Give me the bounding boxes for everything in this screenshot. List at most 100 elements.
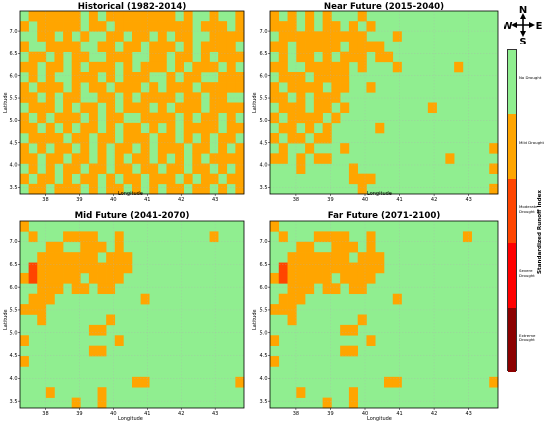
colorbar-label: Moderate Drought (519, 204, 538, 214)
drought-cell (45, 241, 55, 253)
drought-cell (192, 102, 202, 113)
drought-cell (37, 173, 47, 185)
drought-cell (209, 61, 219, 73)
drought-cell (287, 31, 297, 42)
drought-cell (287, 283, 297, 295)
drought-cell (313, 133, 323, 144)
drought-cell (287, 133, 297, 144)
drought-cell (278, 102, 288, 113)
y-tick-label: 5.5 (260, 308, 268, 314)
panel-title: Far Future (2071-2100) (327, 211, 441, 221)
drought-cell (97, 397, 107, 409)
drought-cell (322, 231, 332, 243)
drought-cell (287, 252, 297, 263)
drought-cell (28, 11, 38, 22)
drought-cell (175, 51, 184, 63)
x-tick-label: 42 (178, 197, 184, 203)
y-tick-label: 3.5 (260, 399, 268, 405)
drought-cell (296, 133, 306, 144)
drought-cell (97, 61, 107, 73)
drought-cell (37, 21, 47, 32)
drought-cell (45, 283, 55, 295)
drought-cell (192, 183, 202, 195)
drought-cell (37, 102, 47, 113)
x-tick-label: 39 (76, 411, 82, 417)
map-frame (19, 220, 245, 409)
drought-cell (296, 387, 306, 398)
drought-cell (305, 283, 315, 295)
drought-cell (218, 31, 228, 42)
drought-cell (106, 272, 116, 284)
drought-cell (149, 11, 159, 22)
drought-cell (357, 11, 367, 22)
y-tick-label: 3.5 (260, 185, 268, 191)
drought-cell (157, 102, 167, 113)
drought-cell (331, 41, 341, 52)
drought-cell (366, 262, 376, 274)
drought-cell (175, 82, 184, 93)
drought-cell (235, 11, 245, 22)
drought-cell (200, 143, 210, 154)
drought-cell (226, 51, 236, 63)
y-tick-label: 3.5 (10, 399, 18, 405)
drought-cell (20, 304, 29, 315)
drought-cell (71, 183, 81, 195)
drought-cell (366, 173, 376, 185)
x-tick-label: 42 (431, 411, 437, 417)
drought-cell (114, 82, 124, 93)
drought-cell (305, 31, 315, 42)
colorbar-title: Standardized Runoff Index (537, 190, 543, 274)
drought-cell (132, 153, 141, 164)
drought-cell (157, 61, 167, 73)
drought-cell (175, 102, 184, 113)
drought-cell (28, 183, 38, 195)
drought-cell (175, 183, 184, 195)
drought-cell (331, 21, 341, 32)
drought-cell (88, 183, 98, 195)
drought-cell (183, 51, 193, 63)
drought-cell (235, 102, 245, 113)
colorbar-label: Mild Drought (519, 139, 545, 145)
drought-cell (80, 143, 90, 154)
x-tick-label: 39 (327, 411, 333, 417)
drought-cell (348, 272, 358, 284)
drought-cell (218, 183, 228, 195)
drought-cell (149, 122, 159, 134)
drought-cell (348, 41, 358, 52)
drought-cell (175, 61, 184, 73)
drought-cell (357, 61, 367, 73)
y-tick-label: 5.0 (260, 118, 268, 124)
drought-cell (45, 163, 55, 174)
drought-cell (54, 262, 64, 274)
drought-cell (322, 61, 332, 73)
drought-cell (313, 262, 323, 274)
y-axis-label: Latitude (252, 309, 258, 330)
drought-cell (322, 72, 332, 83)
drought-cell (287, 82, 297, 93)
drought-cell (305, 252, 315, 263)
x-axis-label: Longitude (118, 416, 143, 422)
drought-cell (149, 183, 159, 195)
x-tick-label: 39 (76, 197, 82, 203)
drought-cell (28, 231, 38, 243)
drought-cell (80, 31, 90, 42)
drought-cell (226, 112, 236, 124)
drought-cell (357, 183, 367, 195)
drought-cell (357, 173, 367, 185)
drought-cell (218, 82, 228, 93)
drought-cell (54, 143, 64, 154)
drought-cell (157, 41, 167, 52)
drought-cell (149, 92, 159, 103)
drought-cell (63, 173, 72, 185)
drought-cell (114, 163, 124, 174)
x-tick-label: 43 (465, 197, 471, 203)
drought-cell (140, 102, 150, 113)
drought-cell (106, 112, 116, 124)
drought-cell (45, 133, 55, 144)
drought-cell (296, 163, 306, 174)
drought-cell (183, 92, 193, 103)
y-tick-label: 4.0 (10, 163, 18, 169)
y-tick-label: 5.5 (260, 96, 268, 102)
drought-cell (157, 21, 167, 32)
drought-cell (97, 163, 107, 174)
